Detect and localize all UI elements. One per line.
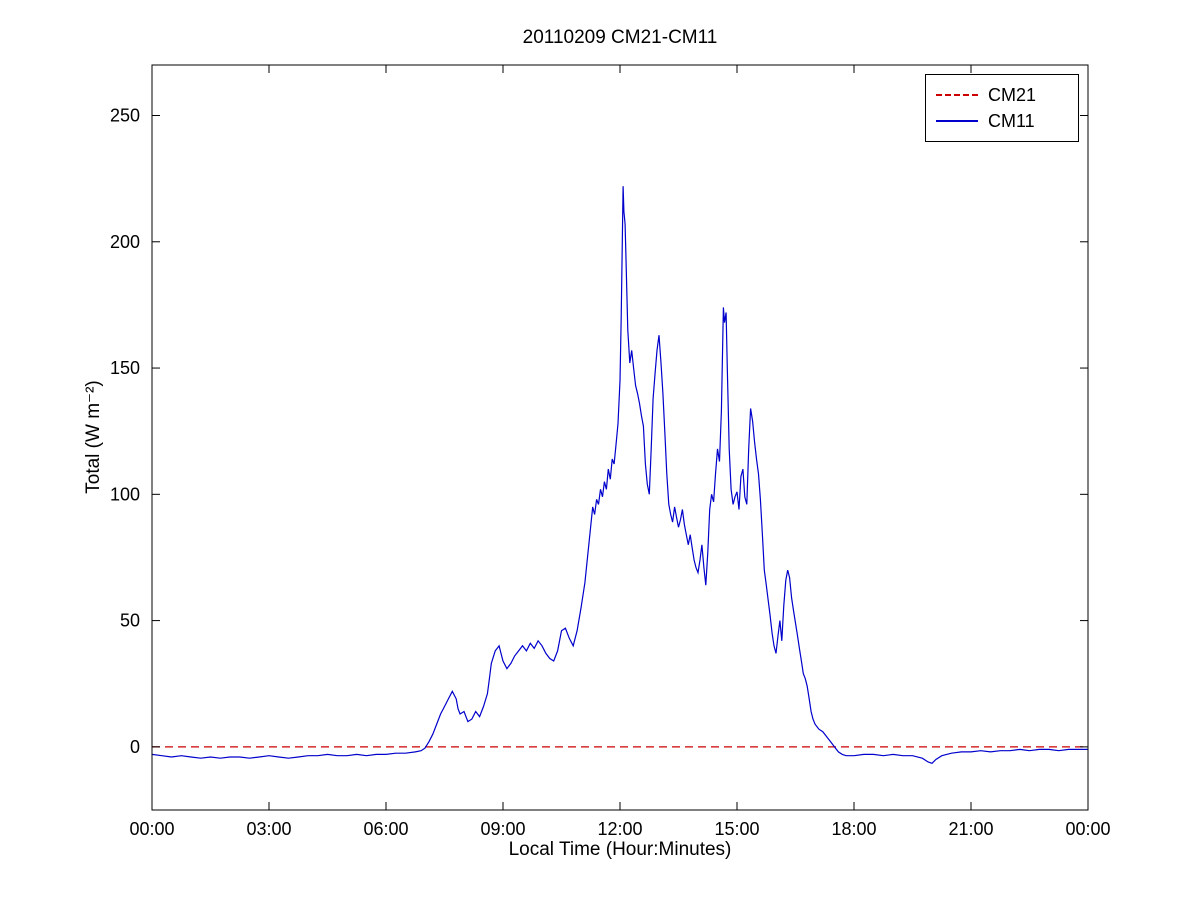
- y-tick-label: 0: [130, 737, 140, 757]
- cm11-line-sample-icon: [936, 120, 978, 122]
- y-tick-label: 50: [120, 611, 140, 631]
- y-tick-label: 250: [110, 106, 140, 126]
- legend: CM21 CM11: [925, 74, 1079, 142]
- x-tick-label: 03:00: [246, 819, 291, 839]
- x-tick-label: 21:00: [948, 819, 993, 839]
- series-cm11: [152, 186, 1088, 764]
- legend-label-cm11: CM11: [988, 110, 1035, 131]
- y-tick-label: 150: [110, 358, 140, 378]
- x-tick-label: 12:00: [597, 819, 642, 839]
- axes-box: [151, 64, 1089, 811]
- x-tick-label: 18:00: [831, 819, 876, 839]
- chart-title: 20110209 CM21-CM11: [522, 27, 718, 48]
- legend-label-cm21: CM21: [988, 84, 1037, 105]
- x-tick-label: 00:00: [129, 819, 174, 839]
- x-tick-label: 09:00: [480, 819, 525, 839]
- x-tick-label: 00:00: [1065, 819, 1110, 839]
- legend-entry-cm21: CM21: [936, 82, 1068, 108]
- x-tick-label: 06:00: [363, 819, 408, 839]
- y-tick-label: 100: [110, 484, 140, 504]
- cm21-line-sample-icon: [936, 94, 978, 96]
- legend-entry-cm11: CM11: [936, 108, 1068, 134]
- x-axis-label: Local Time (Hour:Minutes): [508, 839, 732, 860]
- y-tick-label: 200: [110, 232, 140, 252]
- x-tick-label: 15:00: [714, 819, 759, 839]
